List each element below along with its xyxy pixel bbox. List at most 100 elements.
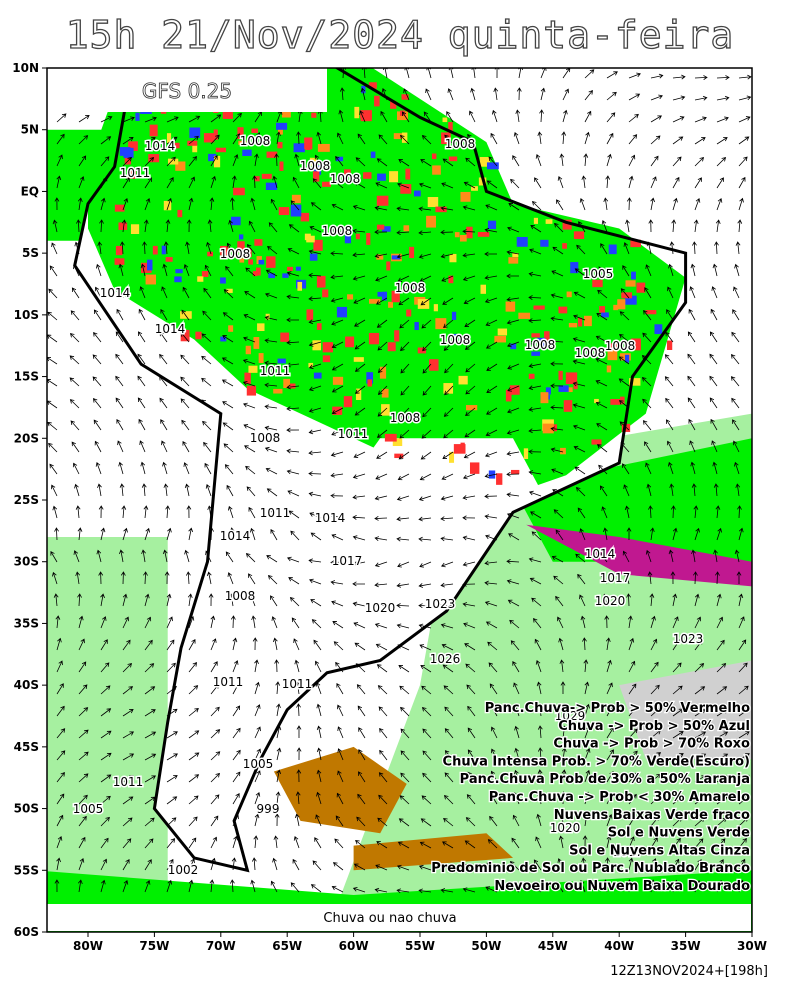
- wind-arrow: [286, 427, 300, 433]
- wind-arrow: [56, 660, 63, 673]
- wind-arrow: [486, 180, 498, 189]
- wind-arrow: [210, 729, 221, 739]
- wind-arrow: [462, 205, 476, 211]
- wind-arrow: [352, 581, 366, 587]
- wind-arrow: [554, 222, 564, 233]
- wind-arrow: [228, 219, 234, 233]
- wind-arrow: [144, 775, 157, 783]
- wind-arrow: [562, 88, 570, 101]
- wind-arrow: [56, 750, 66, 761]
- wind-arrow: [584, 748, 591, 761]
- wind-arrow: [738, 817, 749, 827]
- rain-speckle: [290, 204, 302, 217]
- wind-arrow: [331, 407, 344, 415]
- wind-arrow: [165, 219, 171, 233]
- wind-arrow: [738, 796, 750, 805]
- wind-arrow: [355, 839, 366, 849]
- rain-speckle: [220, 336, 227, 342]
- lon-tick-label: 35W: [671, 939, 701, 953]
- rain-speckle: [542, 423, 554, 434]
- rain-speckle: [387, 342, 396, 352]
- wind-arrow: [463, 863, 476, 871]
- wind-arrow: [78, 729, 89, 739]
- wind-arrow: [162, 263, 168, 277]
- wind-arrow: [584, 769, 591, 783]
- wind-arrow: [507, 341, 520, 348]
- wind-arrow: [122, 136, 134, 145]
- rain-speckle: [291, 194, 301, 204]
- wind-arrow: [201, 377, 212, 387]
- wind-arrow: [666, 419, 674, 431]
- wind-arrow: [604, 615, 610, 629]
- wind-arrow: [537, 791, 542, 805]
- wind-arrow: [144, 157, 155, 167]
- wind-arrow: [595, 380, 608, 387]
- wind-arrow: [582, 637, 587, 651]
- wind-arrow: [650, 615, 656, 629]
- wind-arrow: [310, 599, 322, 607]
- rain-speckle: [477, 231, 490, 237]
- wind-arrow: [711, 440, 718, 453]
- wind-arrow: [506, 273, 520, 279]
- wind-arrow: [333, 641, 344, 651]
- rain-speckle: [540, 392, 549, 404]
- wind-arrow: [626, 197, 632, 211]
- wind-arrow: [606, 153, 612, 167]
- isobar-label: 1014: [155, 322, 186, 336]
- wind-arrow: [467, 727, 476, 739]
- wind-arrow: [669, 241, 675, 255]
- wind-arrow: [335, 661, 344, 673]
- rain-speckle: [254, 176, 260, 182]
- wind-arrow: [400, 706, 410, 717]
- wind-arrow: [122, 156, 132, 167]
- wind-arrow: [665, 331, 674, 343]
- rain-speckle: [531, 333, 540, 338]
- wind-arrow: [378, 772, 388, 783]
- wind-arrow: [264, 292, 278, 299]
- wind-arrow: [229, 593, 234, 607]
- rain-speckle: [386, 261, 391, 271]
- lon-tick-label: 45W: [538, 939, 568, 953]
- rain-speckle: [222, 109, 233, 119]
- wind-arrow: [486, 862, 498, 871]
- rain-speckle: [300, 212, 310, 222]
- gray-area: [619, 660, 752, 760]
- wind-arrow: [209, 879, 215, 893]
- rain-speckle: [167, 158, 179, 165]
- rain-speckle: [442, 117, 448, 123]
- wind-arrow: [287, 247, 300, 255]
- isobar-label: 1008: [605, 339, 636, 353]
- wind-arrow: [77, 527, 83, 541]
- wind-arrow: [100, 879, 106, 893]
- rain-speckle: [565, 372, 578, 385]
- wind-arrow: [331, 385, 344, 393]
- wind-arrow: [118, 263, 124, 277]
- rain-speckle: [624, 354, 630, 363]
- wind-arrow: [122, 796, 134, 805]
- wind-arrow: [425, 88, 432, 101]
- wind-arrow: [712, 461, 718, 475]
- wind-arrow: [336, 792, 344, 805]
- wind-arrow: [738, 95, 752, 101]
- wind-arrow: [188, 176, 196, 189]
- wind-arrow: [528, 385, 542, 391]
- rain-speckle: [591, 439, 602, 445]
- wind-arrow: [738, 527, 744, 541]
- wind-arrow: [716, 686, 728, 695]
- rain-speckle: [279, 161, 284, 171]
- wind-arrow: [352, 228, 366, 234]
- rain-speckle: [233, 187, 245, 196]
- wind-arrow: [561, 747, 567, 761]
- wind-arrow: [398, 664, 410, 673]
- rain-speckle: [479, 157, 491, 167]
- wind-arrow: [122, 177, 130, 189]
- wind-arrow: [276, 131, 281, 145]
- wind-arrow: [166, 685, 177, 695]
- wind-arrow: [400, 772, 410, 783]
- rain-speckle: [266, 256, 276, 268]
- wind-arrow: [622, 550, 630, 563]
- wind-arrow: [514, 725, 520, 739]
- wind-arrow: [465, 407, 476, 417]
- wind-arrow: [50, 550, 58, 563]
- wind-arrow: [716, 859, 724, 871]
